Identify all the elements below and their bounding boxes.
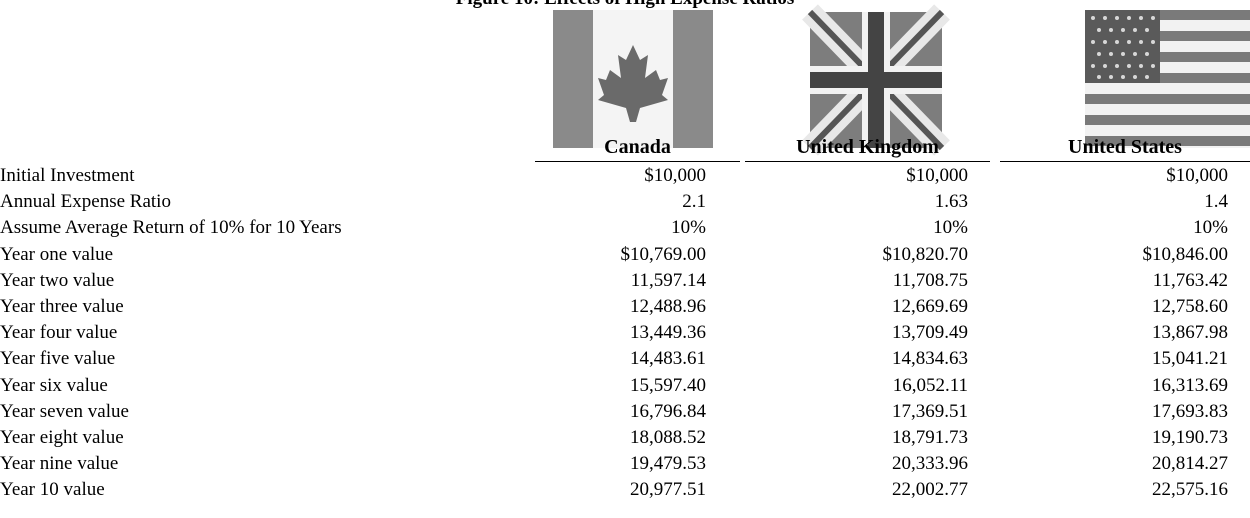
row-label: Initial Investment	[0, 165, 135, 186]
cell-value: 14,483.61	[630, 348, 706, 370]
cell-value: 13,867.98	[1152, 322, 1228, 344]
table-row: Year five value 14,483.61 14,834.63 15,041.…	[0, 348, 1250, 370]
table-row: Annual Expense Ratio 2.1 1.63 1.4	[0, 191, 1250, 213]
cell-value: 16,313.69	[1152, 374, 1228, 396]
row-label: Year 10 value	[0, 479, 105, 501]
cell-value: 1.63	[934, 191, 968, 213]
cell-value: $10,846.00	[1142, 243, 1229, 265]
column-header: Canada	[535, 136, 740, 162]
flags	[553, 4, 1250, 156]
cell-value: 10%	[671, 217, 706, 239]
row-label: Assume Average Return of 10% for 10 Year…	[0, 217, 342, 239]
table-row: Year four value 13,449.36 13,709.49 13,867.…	[0, 322, 1250, 344]
cell-value: 11,708.75	[892, 269, 968, 291]
cell-value: 2.1	[682, 191, 706, 213]
row-label: Year one value	[0, 243, 114, 265]
canada-flag	[553, 10, 713, 148]
row-label: Year seven value	[0, 400, 129, 422]
cell-value: 11,763.42	[1152, 269, 1228, 291]
cell-value: 20,977.51	[630, 479, 706, 501]
cell-value: 11,597.14	[630, 269, 706, 291]
table-row: Year seven value 16,796.84 17,369.51 17,693…	[0, 401, 1250, 423]
cell-value: 15,597.40	[630, 374, 706, 396]
table-row: Year 10 value 20,977.51 22,002.77 22,575.16	[0, 479, 1250, 501]
cell-value: 17,693.83	[1152, 400, 1228, 422]
cell-value: 18,088.52	[630, 427, 706, 448]
row-label: Year two value	[0, 269, 115, 291]
table-row: Year eight value 18,088.52 18,791.73 19,190…	[0, 427, 1250, 449]
cell-value: 19,479.53	[630, 453, 706, 475]
cell-value: 19,190.73	[1152, 427, 1228, 448]
cell-value: 12,488.96	[630, 296, 706, 317]
cell-value: 13,709.49	[892, 322, 968, 344]
row-label: Year five value	[0, 348, 116, 370]
cell-value: $10,000	[906, 165, 968, 186]
table-row: Year two value 11,597.14 11,708.75 11,763.4…	[0, 270, 1250, 292]
row-label: Year eight value	[0, 427, 124, 448]
row-label: Year six value	[0, 374, 108, 396]
table-row: Assume Average Return of 10% for 10 Year…	[0, 217, 1250, 239]
table-row: Initial Investment $10,000 $10,000 $10,000	[0, 165, 1250, 187]
cell-value: 16,796.84	[630, 400, 706, 422]
cell-value: 22,575.16	[1152, 479, 1228, 501]
column-header: United States	[1000, 136, 1250, 162]
cell-value: $10,820.70	[882, 243, 969, 265]
table-row: Year nine value 19,479.53 20,333.96 20,814.…	[0, 453, 1250, 475]
cell-value: 12,669.69	[892, 296, 968, 317]
cell-value: 22,002.77	[892, 479, 968, 501]
row-label: Year three value	[0, 296, 124, 317]
figure-title: Figure 10: Effects of High Expense Ratio…	[0, 0, 1250, 10]
cell-value: 12,758.60	[1152, 296, 1228, 317]
cell-value: 1.4	[1204, 191, 1228, 213]
cell-value: $10,769.00	[620, 243, 707, 265]
table-row: Year three value 12,488.96 12,669.69 12,758…	[0, 296, 1250, 318]
cell-value: 14,834.63	[892, 348, 968, 370]
cell-value: 20,333.96	[892, 453, 968, 475]
cell-value: 18,791.73	[892, 427, 968, 448]
table-row: Year one value $10,769.00 $10,820.70 $10,84…	[0, 244, 1250, 266]
cell-value: 10%	[933, 217, 968, 239]
cell-value: 13,449.36	[630, 322, 706, 344]
row-label: Year four value	[0, 322, 118, 344]
cell-value: 17,369.51	[892, 400, 968, 422]
uk-flag	[802, 4, 950, 156]
cell-value: $10,000	[1166, 165, 1228, 186]
cell-value: $10,000	[644, 165, 706, 186]
cell-value: 10%	[1193, 217, 1228, 239]
row-label: Annual Expense Ratio	[0, 191, 171, 213]
row-label: Year nine value	[0, 453, 119, 475]
cell-value: 15,041.21	[1152, 348, 1228, 370]
table-row: Year six value 15,597.40 16,052.11 16,313.6…	[0, 375, 1250, 397]
us-flag	[1085, 10, 1250, 148]
cell-value: 20,814.27	[1152, 453, 1228, 475]
cell-value: 16,052.11	[892, 374, 968, 396]
column-header: United Kingdom	[745, 136, 990, 162]
